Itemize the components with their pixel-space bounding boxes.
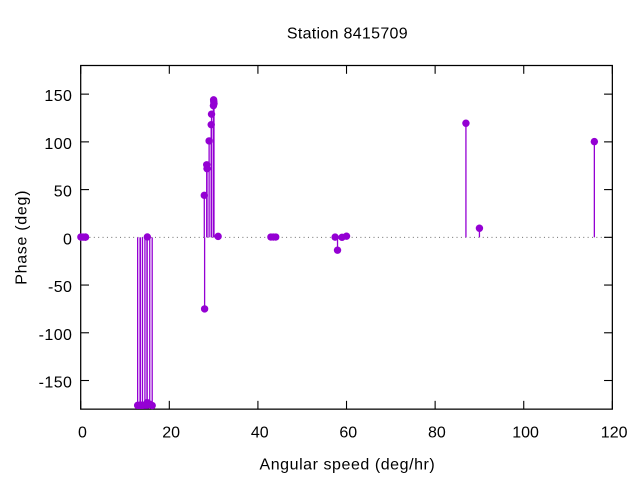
svg-text:Station 8415709: Station 8415709 [287,26,408,43]
svg-text:80: 80 [428,424,446,441]
svg-text:Angular speed (deg/hr): Angular speed (deg/hr) [260,457,436,474]
svg-text:50: 50 [54,184,73,201]
svg-text:-50: -50 [48,279,72,296]
svg-text:100: 100 [512,424,539,441]
svg-text:-100: -100 [39,327,73,344]
svg-text:0: 0 [78,424,87,441]
svg-text:Phase (deg): Phase (deg) [14,190,31,285]
svg-text:100: 100 [44,136,72,153]
svg-text:150: 150 [44,88,72,105]
svg-text:60: 60 [339,424,357,441]
svg-text:20: 20 [162,424,180,441]
svg-text:0: 0 [63,231,72,248]
svg-text:-150: -150 [39,375,73,392]
svg-text:40: 40 [251,424,269,441]
svg-text:120: 120 [601,424,628,441]
